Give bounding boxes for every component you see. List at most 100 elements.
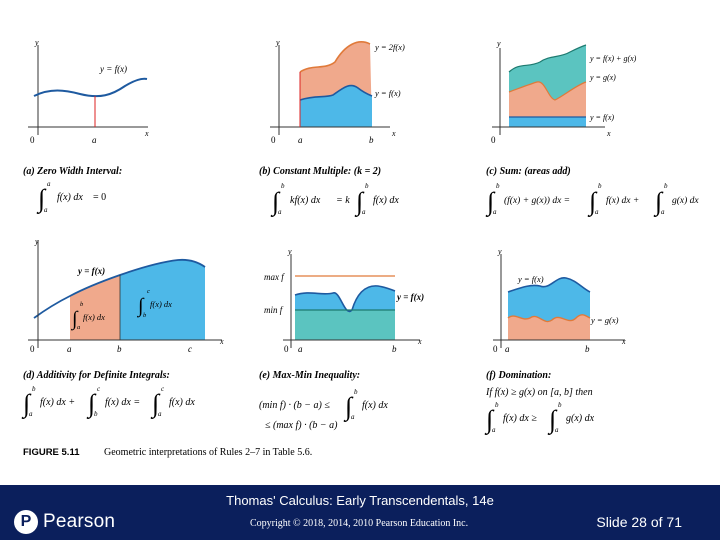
panel-c-formula: ∫ b a (f(x) + g(x)) dx = ∫ b a f(x) dx +…: [485, 182, 699, 217]
term-1: (f(x) + g(x)) dx =: [504, 195, 570, 206]
region-1-integral-sign: ∫: [70, 308, 79, 331]
panel-f-graph: y x y = f(x) y = g(x) 0 a b: [493, 247, 626, 354]
upper-limit: b: [354, 388, 358, 396]
panel-d-graph: y x y = f(x) ∫ b a f(x) dx ∫ c b f(x) dx…: [28, 237, 224, 354]
tick-b: b: [369, 135, 374, 145]
tick-a: a: [67, 344, 72, 354]
integral: f(x) dx: [362, 400, 388, 411]
x-axis-letter: x: [417, 337, 422, 346]
panel-f-caption: (f) Domination:: [486, 370, 551, 381]
panel-f-formula: ∫ b a f(x) dx ≥ ∫ b a g(x) dx: [484, 401, 595, 435]
pearson-logo: P Pearson: [14, 510, 115, 534]
copyright: Copyright © 2018, 2014, 2010 Pearson Edu…: [250, 518, 469, 529]
tick-0: 0: [284, 344, 289, 354]
region-min: [295, 310, 395, 340]
tick-a: a: [298, 135, 303, 145]
pearson-mark-icon: P: [14, 510, 38, 534]
figure-caption: Geometric interpretations of Rules 2–7 i…: [104, 447, 312, 458]
upper-limit-2: b: [365, 182, 369, 190]
tick-0: 0: [30, 135, 35, 145]
panel-b-formula: ∫ b a kf(x) dx = k ∫ b a f(x) dx: [270, 182, 399, 217]
figure-label: FIGURE 5.11: [23, 447, 80, 458]
x-axis-letter: x: [606, 129, 611, 138]
region-b-c: [120, 259, 205, 340]
integral-sign-2: ∫: [354, 187, 365, 217]
integral-sign: ∫: [36, 184, 47, 214]
lhs: kf(x) dx: [290, 195, 321, 206]
upper-limit: b: [281, 182, 285, 190]
term-2: f(x) dx +: [606, 195, 639, 206]
lower-limit: a: [44, 206, 48, 214]
region-1-upper: b: [80, 301, 84, 308]
label-g: y = g(x): [590, 315, 619, 325]
curve-f: [299, 84, 373, 101]
panel-e-formula: (min f) · (b − a) ≤ ∫ b a f(x) dx ≤ (max…: [259, 388, 388, 431]
lower-limit-2: a: [555, 426, 559, 434]
rhs: = 0: [93, 192, 106, 203]
integral-sign-3: ∫: [150, 389, 161, 419]
integral-sign-3: ∫: [653, 187, 664, 217]
panel-b-caption: (b) Constant Multiple: (k = 2): [259, 166, 381, 177]
lower-limit: a: [351, 413, 355, 421]
lower-limit: a: [493, 208, 497, 216]
panel-f-condition: If f(x) ≥ g(x) on [a, b] then: [485, 387, 593, 398]
lower-limit: a: [492, 426, 496, 434]
x-axis-letter: x: [144, 129, 149, 138]
tick-b: b: [392, 344, 397, 354]
region-a-b: [70, 275, 120, 340]
integrand: f(x) dx: [57, 192, 83, 203]
tick-0: 0: [491, 135, 496, 145]
region-above-curve: [295, 276, 395, 312]
panel-e-caption: (e) Max-Min Inequality:: [259, 370, 360, 381]
y-axis-letter: y: [275, 38, 280, 47]
curve-label: y = f(x): [99, 64, 127, 74]
panel-d-caption: (d) Additivity for Definite Integrals:: [23, 370, 170, 381]
upper-limit: b: [495, 401, 499, 409]
y-axis-letter: y: [287, 247, 292, 256]
upper-limit-2: b: [598, 182, 602, 190]
lower-limit: a: [278, 208, 282, 216]
curve-label: y = f(x): [77, 266, 105, 276]
label-g: y = g(x): [589, 73, 616, 82]
lower-limit-3: a: [158, 410, 162, 418]
tick-b: b: [585, 344, 590, 354]
integral-sign: ∫: [343, 392, 354, 422]
upper-limit-3: c: [161, 385, 165, 393]
tick-b: b: [117, 344, 122, 354]
tick-a: a: [298, 344, 303, 354]
line-1: (min f) · (b − a) ≤: [259, 400, 330, 411]
region-2-integrand: f(x) dx: [150, 299, 172, 309]
upper-limit: b: [496, 182, 500, 190]
lower-limit-1: a: [29, 410, 33, 418]
lower-limit-2: a: [595, 208, 599, 216]
panel-b-graph: y x y = 2f(x) y = f(x) 0 a b: [270, 38, 405, 145]
region-f: [509, 117, 586, 127]
curve-label: y = f(x): [396, 292, 424, 302]
pearson-wordmark: Pearson: [43, 511, 116, 532]
term-2: g(x) dx: [566, 413, 595, 424]
y-axis-letter: y: [496, 39, 501, 48]
region-1-lower: a: [77, 324, 80, 331]
region-2-lower: b: [143, 312, 147, 319]
upper-limit: a: [47, 180, 51, 188]
term-2: f(x) dx =: [105, 397, 140, 408]
tick-c: c: [188, 344, 192, 354]
textbook-figure: y x y = f(x) 0 a (a) Zero Width Interval…: [21, 38, 699, 458]
y-axis-letter: y: [34, 237, 39, 246]
curve-g: [508, 81, 587, 101]
label-min-f: min f: [264, 305, 284, 315]
region-2-integral-sign: ∫: [136, 295, 145, 318]
curve-2f: [299, 41, 371, 73]
label-f: y = f(x): [374, 88, 401, 98]
panel-d-formula: ∫ b a f(x) dx + ∫ c b f(x) dx = ∫ c a f(…: [21, 385, 195, 419]
curve-g: [507, 314, 591, 323]
upper-limit-2: c: [97, 385, 101, 393]
lower-limit-2: b: [94, 410, 98, 418]
region-1-integrand: f(x) dx: [83, 312, 105, 322]
tick-0: 0: [493, 344, 498, 354]
line-2: ≤ (max f) · (b − a): [265, 420, 338, 431]
tick-0: 0: [30, 344, 35, 354]
upper-limit-2: b: [558, 401, 562, 409]
tick-a: a: [505, 344, 510, 354]
term-3: f(x) dx: [169, 397, 195, 408]
